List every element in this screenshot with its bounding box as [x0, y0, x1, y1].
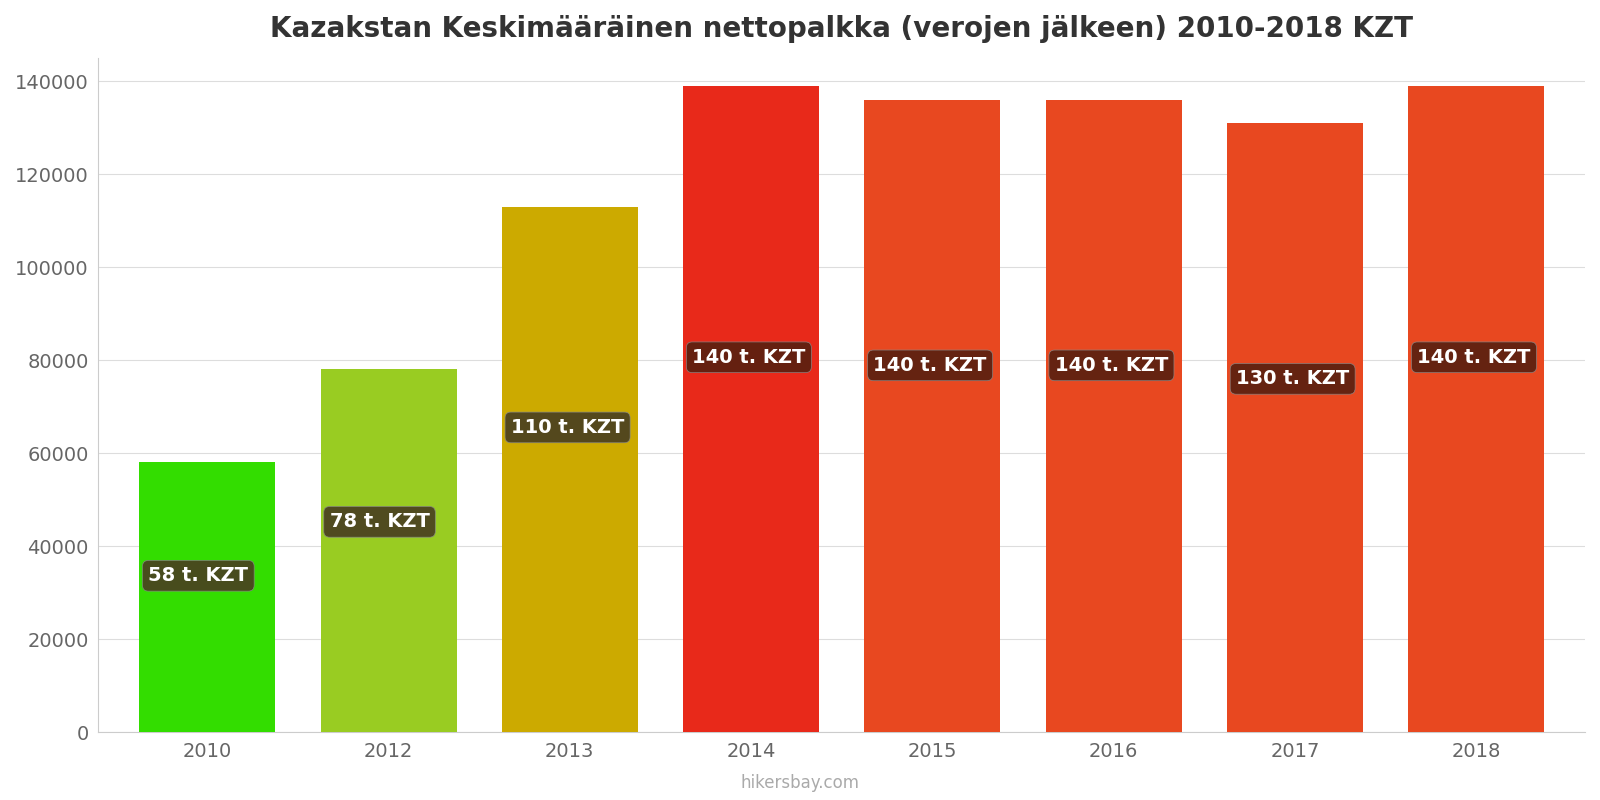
Bar: [1046, 100, 1182, 732]
Bar: [320, 370, 456, 732]
Bar: [139, 462, 275, 732]
Title: Kazakstan Keskimääräinen nettopalkka (verojen jälkeen) 2010-2018 KZT: Kazakstan Keskimääräinen nettopalkka (ve…: [270, 15, 1413, 43]
Text: hikersbay.com: hikersbay.com: [741, 774, 859, 792]
Bar: [683, 86, 819, 732]
Text: 110 t. KZT: 110 t. KZT: [510, 418, 624, 437]
Bar: [1227, 123, 1363, 732]
Text: 58 t. KZT: 58 t. KZT: [149, 566, 248, 586]
Text: 140 t. KZT: 140 t. KZT: [1418, 348, 1531, 366]
Bar: [1408, 86, 1544, 732]
Text: 130 t. KZT: 130 t. KZT: [1237, 370, 1349, 388]
Bar: [864, 100, 1000, 732]
Text: 140 t. KZT: 140 t. KZT: [874, 356, 987, 375]
Bar: [502, 206, 638, 732]
Text: 78 t. KZT: 78 t. KZT: [330, 512, 429, 531]
Text: 140 t. KZT: 140 t. KZT: [1054, 356, 1168, 375]
Text: 140 t. KZT: 140 t. KZT: [693, 348, 805, 366]
